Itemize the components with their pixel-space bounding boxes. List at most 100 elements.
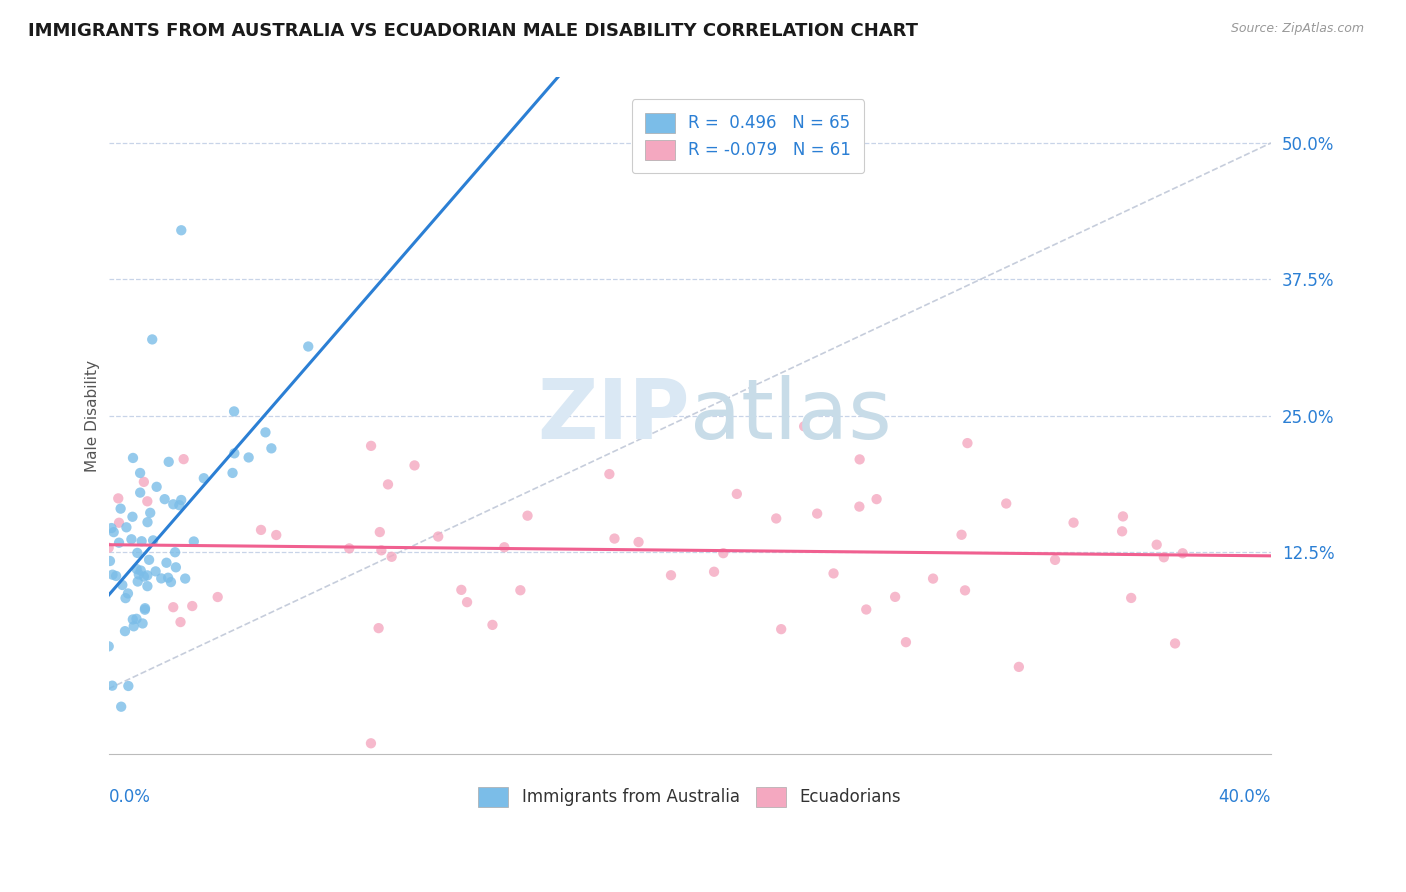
Point <box>136 515 159 529</box>
Point <box>264 528 287 542</box>
Point <box>169 615 191 629</box>
Point <box>1146 538 1168 552</box>
Point <box>224 446 246 460</box>
Point <box>103 525 125 540</box>
Point <box>1043 553 1066 567</box>
Point <box>254 425 277 440</box>
Point <box>367 621 389 635</box>
Point <box>125 562 148 576</box>
Point <box>117 586 139 600</box>
Point <box>153 492 176 507</box>
Point <box>128 567 150 582</box>
Point <box>114 624 136 639</box>
Point <box>494 541 516 555</box>
Point <box>1063 516 1085 530</box>
Point <box>108 516 131 530</box>
Point <box>603 532 626 546</box>
Point <box>260 442 283 456</box>
Point <box>162 497 184 511</box>
Point <box>516 508 538 523</box>
Point <box>170 223 193 237</box>
Point <box>110 699 132 714</box>
Point <box>160 575 183 590</box>
Point <box>150 571 173 585</box>
Point <box>793 419 815 434</box>
Point <box>183 534 205 549</box>
Text: atlas: atlas <box>690 376 891 457</box>
Point <box>337 541 360 556</box>
Point <box>703 565 725 579</box>
Point <box>221 466 243 480</box>
Point <box>377 477 399 491</box>
Point <box>481 618 503 632</box>
Point <box>101 567 124 582</box>
Point <box>129 466 152 480</box>
Point <box>894 635 917 649</box>
Point <box>598 467 620 481</box>
Text: 40.0%: 40.0% <box>1219 788 1271 806</box>
Point <box>865 492 887 507</box>
Point <box>97 640 120 654</box>
Point <box>131 534 153 549</box>
Point <box>193 471 215 485</box>
Point <box>131 616 153 631</box>
Point <box>98 554 121 568</box>
Point <box>368 524 391 539</box>
Point <box>129 564 152 578</box>
Point <box>165 560 187 574</box>
Point <box>142 533 165 548</box>
Point <box>950 528 973 542</box>
Point <box>450 582 472 597</box>
Point <box>100 521 122 535</box>
Point <box>107 491 129 506</box>
Point <box>360 439 382 453</box>
Point <box>121 509 143 524</box>
Point <box>250 523 273 537</box>
Point <box>360 736 382 750</box>
Point <box>456 595 478 609</box>
Point <box>138 553 160 567</box>
Point <box>136 579 159 593</box>
Point <box>120 533 142 547</box>
Point <box>132 569 155 583</box>
Point <box>134 603 156 617</box>
Point <box>297 339 319 353</box>
Point <box>427 530 450 544</box>
Point <box>136 494 159 508</box>
Point <box>121 612 143 626</box>
Point <box>1112 509 1135 524</box>
Point <box>238 450 260 465</box>
Point <box>1121 591 1143 605</box>
Legend: Immigrants from Australia, Ecuadorians: Immigrants from Australia, Ecuadorians <box>471 780 908 814</box>
Point <box>122 450 145 465</box>
Point <box>404 458 426 473</box>
Point <box>110 501 132 516</box>
Point <box>117 679 139 693</box>
Point <box>659 568 682 582</box>
Point <box>132 475 155 489</box>
Point <box>97 541 120 555</box>
Point <box>884 590 907 604</box>
Point <box>115 520 138 534</box>
Point <box>134 601 156 615</box>
Point <box>145 480 167 494</box>
Point <box>155 556 177 570</box>
Point <box>101 679 124 693</box>
Point <box>141 333 163 347</box>
Point <box>848 452 870 467</box>
Point <box>170 493 193 508</box>
Point <box>1153 550 1175 565</box>
Point <box>122 619 145 633</box>
Point <box>127 574 149 589</box>
Point <box>627 535 650 549</box>
Point <box>127 546 149 560</box>
Point <box>806 507 828 521</box>
Point <box>108 535 131 549</box>
Point <box>181 599 204 613</box>
Point <box>157 455 180 469</box>
Point <box>855 602 877 616</box>
Point <box>848 500 870 514</box>
Point <box>922 572 945 586</box>
Point <box>770 622 793 636</box>
Point <box>173 452 195 467</box>
